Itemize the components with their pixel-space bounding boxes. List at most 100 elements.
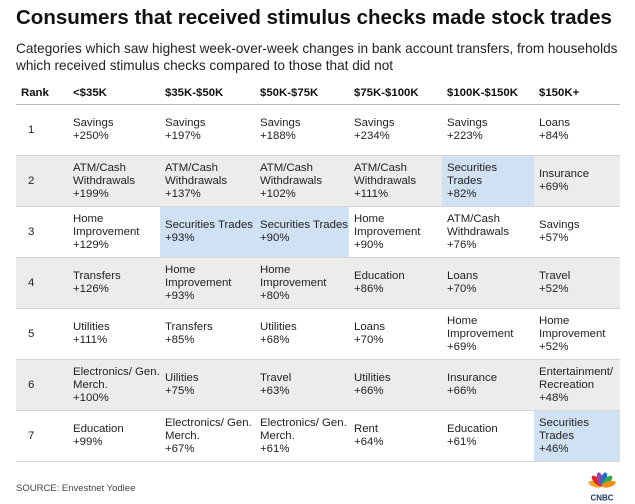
category-change-value: +86%: [354, 283, 384, 295]
category-name: Travel: [260, 372, 292, 384]
logo-text: CNBC: [590, 494, 613, 503]
category-cell: Transfers +85%: [160, 308, 255, 360]
chart-title: Consumers that received stimulus checks …: [16, 6, 612, 29]
category-name: ATM/Cash Withdrawals: [165, 161, 228, 187]
category-cell: Electronics/ Gen. Merch. +67%: [160, 410, 255, 462]
category-cell: Loans +70%: [442, 257, 534, 309]
category-change-value: +82%: [447, 187, 477, 200]
rank-cell: 7: [16, 410, 68, 462]
category-name: Home Improvement: [354, 212, 421, 238]
category-cell: Savings +57%: [534, 206, 620, 258]
category-name: Insurance: [447, 372, 498, 384]
cnbc-logo: CNBC: [588, 472, 616, 503]
category-change-value: +52%: [539, 340, 569, 353]
category-name: Travel: [539, 270, 571, 282]
category-name: Uilities: [165, 372, 199, 384]
category-name: Home Improvement: [165, 263, 232, 289]
table-row: 1 Savings +250% Savings +197% Savings +188% Sav…: [16, 104, 620, 156]
rank-cell: 2: [16, 155, 68, 207]
column-header: $150K+: [534, 82, 620, 105]
category-name: ATM/Cash Withdrawals: [260, 161, 323, 187]
category-change-value: +68%: [260, 334, 290, 346]
category-change-value: +66%: [354, 385, 384, 397]
table-body: 1 Savings +250% Savings +197% Savings +188% Sav…: [16, 104, 620, 462]
table-row: 4 Transfers +126% Home Improvement +93% Home …: [16, 257, 620, 309]
category-change-value: +199%: [73, 187, 109, 200]
category-change-value: +137%: [165, 187, 201, 200]
category-name: Utilities: [260, 321, 297, 333]
category-change-value: +93%: [165, 289, 195, 302]
category-cell: Loans +70%: [349, 308, 442, 360]
category-name: Home Improvement: [73, 212, 140, 238]
category-name: Savings: [354, 117, 395, 129]
category-cell: Transfers +126%: [68, 257, 160, 309]
category-name: Electronics/ Gen. Merch.: [165, 416, 252, 442]
category-name: ATM/Cash Withdrawals: [73, 161, 136, 187]
category-cell: Electronics/ Gen. Merch. +100%: [68, 359, 160, 411]
category-name: Transfers: [165, 321, 213, 333]
category-name: Savings: [447, 117, 488, 129]
category-change-value: +250%: [73, 130, 109, 142]
category-change-value: +188%: [260, 130, 296, 142]
category-change-value: +67%: [165, 442, 195, 455]
category-cell: Electronics/ Gen. Merch. +61%: [255, 410, 349, 462]
category-change-value: +46%: [539, 442, 569, 455]
category-cell: Loans +84%: [534, 104, 620, 156]
ranking-table: Rank <$35K $35K-$50K $50K-$75K $75K-$100…: [16, 82, 620, 462]
category-cell: Travel +63%: [255, 359, 349, 411]
category-name: Loans: [354, 321, 386, 333]
category-change-value: +66%: [447, 385, 477, 397]
category-cell: ATM/Cash Withdrawals +199%: [68, 155, 160, 207]
category-change-value: +84%: [539, 130, 569, 142]
category-cell: ATM/Cash Withdrawals +102%: [255, 155, 349, 207]
category-change-value: +197%: [165, 130, 201, 142]
category-change-value: +64%: [354, 436, 384, 448]
column-header: $35K-$50K: [160, 82, 255, 105]
category-cell: Home Improvement +90%: [349, 206, 442, 258]
category-change-value: +80%: [260, 289, 290, 302]
category-change-value: +93%: [165, 232, 195, 244]
column-header: $50K-$75K: [255, 82, 349, 105]
category-name: Securities Trades: [539, 416, 590, 442]
category-name: Savings: [73, 117, 114, 129]
category-cell: Savings +188%: [255, 104, 349, 156]
category-cell: Savings +223%: [442, 104, 534, 156]
category-change-value: +99%: [73, 436, 103, 448]
category-name: Savings: [165, 117, 206, 129]
category-change-value: +111%: [354, 187, 389, 200]
category-cell: Entertainment/ Recreation +48%: [534, 359, 620, 411]
category-change-value: +223%: [447, 130, 483, 142]
category-name: Loans: [539, 117, 571, 129]
category-change-value: +70%: [354, 334, 384, 346]
category-name: Entertainment/ Recreation: [539, 365, 614, 391]
category-name: Securities Trades: [165, 219, 253, 231]
category-change-value: +61%: [447, 436, 477, 448]
category-change-value: +61%: [260, 442, 290, 455]
table-row: 3 Home Improvement +129% Securities Trades +…: [16, 206, 620, 258]
category-cell: Savings +250%: [68, 104, 160, 156]
category-name: Savings: [260, 117, 301, 129]
category-cell: ATM/Cash Withdrawals +76%: [442, 206, 534, 258]
category-name: Securities Trades: [260, 219, 348, 231]
column-header: $75K-$100K: [349, 82, 442, 105]
rank-cell: 1: [16, 104, 68, 156]
category-cell: Travel +52%: [534, 257, 620, 309]
rank-cell: 4: [16, 257, 68, 309]
category-cell: Education +99%: [68, 410, 160, 462]
category-cell: Education +86%: [349, 257, 442, 309]
category-change-value: +85%: [165, 334, 195, 346]
category-name: Home Improvement: [539, 314, 606, 340]
rank-cell: 6: [16, 359, 68, 411]
category-change-value: +102%: [260, 187, 296, 200]
rank-cell: 5: [16, 308, 68, 360]
category-change-value: +69%: [447, 340, 477, 353]
category-change-value: +129%: [73, 238, 109, 251]
category-cell: Education +61%: [442, 410, 534, 462]
category-name: Utilities: [354, 372, 391, 384]
column-header: <$35K: [68, 82, 160, 105]
column-header: $100K-$150K: [442, 82, 534, 105]
table-row: 7 Education +99% Electronics/ Gen. Merch. +6…: [16, 410, 620, 462]
chart-subtitle: Categories which saw highest week-over-w…: [16, 41, 618, 73]
category-cell: Savings +197%: [160, 104, 255, 156]
category-name: ATM/Cash Withdrawals: [447, 212, 510, 238]
